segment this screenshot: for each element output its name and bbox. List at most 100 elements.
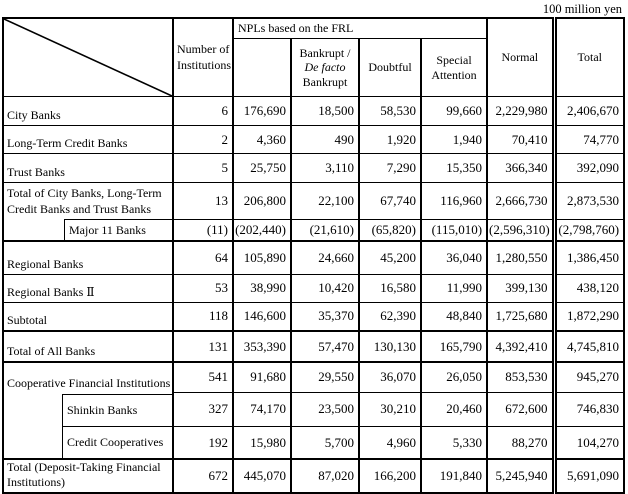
- value-cell: (115,010): [419, 219, 489, 243]
- value-cell: 104,270: [551, 426, 626, 461]
- value-cell: 2,406,670: [551, 96, 626, 126]
- value-cell: (65,820): [358, 219, 422, 243]
- header-npl-subtotal-empty: [232, 38, 292, 97]
- value-cell: 20,460: [419, 391, 489, 428]
- row-label: Credit Cooperatives: [67, 435, 164, 449]
- value-cell: 16,580: [358, 273, 422, 303]
- value-cell: 4,745,810: [551, 330, 626, 363]
- value-cell: 366,340: [486, 153, 556, 183]
- value-cell: 1,940: [419, 125, 489, 154]
- value-cell: 48,840: [419, 301, 489, 332]
- value-cell: 105,890: [232, 240, 292, 275]
- value-cell: 74,770: [551, 125, 626, 154]
- value-cell: 746,830: [551, 391, 626, 428]
- unit-label: 100 million yen: [542, 2, 622, 16]
- value-cell: 165,790: [419, 330, 489, 363]
- major-11-banks-box: Major 11 Banks: [64, 219, 171, 240]
- table-row-trust-banks: Trust Banks 5 25,750 3,110 7,290 15,350 366,3…: [2, 153, 626, 183]
- row-label: Trust Banks: [2, 153, 174, 183]
- value-cell: 1,872,290: [551, 301, 626, 332]
- value-cell: 131: [172, 330, 234, 363]
- header-bankrupt-line2: De facto: [304, 60, 346, 75]
- table-row-cooperative-financial-institutions: Cooperative Financial Institutions Shink…: [2, 361, 626, 460]
- value-cell: 5,691,090: [551, 458, 626, 494]
- header-bankrupt-line3: Bankrupt: [302, 74, 348, 89]
- value-cell: 36,040: [419, 240, 489, 275]
- value-cell: 191,840: [419, 458, 489, 494]
- header-total: Total: [551, 17, 626, 97]
- table-row-total-city-ltc-trust: Total of City Banks, Long-Term Credit Ba…: [2, 181, 626, 242]
- table-row-total-deposit-taking: Total (Deposit-Taking Financial Institut…: [2, 458, 626, 494]
- value-cell: 70,410: [486, 125, 556, 154]
- value-cell: 74,170: [232, 391, 292, 428]
- value-cell: 445,070: [232, 458, 292, 494]
- table-row-major-11-banks: (11) (202,440) (21,610) (65,820) (115,010) (2…: [3, 219, 626, 243]
- value-cell: 541: [172, 361, 234, 393]
- value-cell: 11,990: [419, 273, 489, 303]
- header-special-attention: Special Attention: [419, 38, 489, 97]
- header-number-of-institutions: Number of Institutions: [172, 17, 234, 97]
- value-cell: 64: [172, 240, 234, 275]
- value-cell: 57,470: [290, 330, 360, 363]
- value-cell: 5,245,940: [486, 458, 556, 494]
- cooperative-sub-box: Shinkin Banks Credit Cooperatives: [62, 394, 171, 457]
- value-cell: 45,200: [358, 240, 422, 275]
- table-row-shinkin-banks: 327 74,170 23,500 30,210 20,460 672,600 746,83…: [3, 391, 626, 428]
- value-cell: (11): [172, 219, 234, 243]
- value-cell: 2: [172, 125, 234, 154]
- header-bankrupt: Bankrupt / De facto Bankrupt: [290, 38, 360, 97]
- row-label: Regional Banks Ⅱ: [2, 273, 174, 303]
- value-cell: 36,070: [358, 361, 422, 393]
- table-row-credit-cooperatives: 192 15,980 5,700 4,960 5,330 88,270 104,270: [3, 426, 626, 461]
- value-cell: 30,210: [358, 391, 422, 428]
- table-row-subtotal: Subtotal 118 146,600 35,370 62,390 48,840 1,7…: [2, 301, 626, 332]
- value-cell: 2,666,730: [486, 181, 556, 221]
- value-cell: 672,600: [486, 391, 556, 428]
- value-cell: 146,600: [232, 301, 292, 332]
- table-row-regional-banks-2: Regional Banks Ⅱ 53 38,990 10,420 16,580 11,…: [2, 273, 626, 303]
- row-label: Regional Banks: [2, 240, 174, 275]
- value-cell: 10,420: [290, 273, 360, 303]
- value-cell: 13: [172, 181, 234, 221]
- value-cell: (21,610): [290, 219, 360, 243]
- value-cell: 490: [290, 125, 360, 154]
- value-cell: 67,740: [358, 181, 422, 221]
- value-cell: 2,873,530: [551, 181, 626, 221]
- value-cell: 2,229,980: [486, 96, 556, 126]
- row-label: Total of All Banks: [2, 330, 174, 363]
- value-cell: 116,960: [419, 181, 489, 221]
- value-cell: 166,200: [358, 458, 422, 494]
- value-cell: 18,500: [290, 96, 360, 126]
- table-row-total-all-banks: Total of All Banks 131 353,390 57,470 130,1…: [2, 330, 626, 363]
- value-cell: 438,120: [551, 273, 626, 303]
- row-label-group: Total of City Banks, Long-Term Credit Ba…: [2, 182, 174, 242]
- value-cell: 29,550: [290, 361, 360, 393]
- diagonal-line-icon: [4, 19, 172, 96]
- table-row-long-term-credit-banks: Long-Term Credit Banks 2 4,360 490 1,920 1,9…: [2, 125, 626, 154]
- value-cell: (2,798,760): [551, 219, 626, 243]
- value-cell: 4,360: [232, 125, 292, 154]
- npl-frl-table: Number of Institutions NPLs based on the…: [2, 17, 626, 494]
- value-cell: 327: [172, 391, 234, 428]
- value-cell: 5: [172, 153, 234, 183]
- value-cell: 91,680: [232, 361, 292, 393]
- value-cell: 5,700: [290, 426, 360, 461]
- value-cell: 87,020: [290, 458, 360, 494]
- row-label: Total of City Banks, Long-Term Credit Ba…: [7, 186, 162, 216]
- value-cell: 99,660: [419, 96, 489, 126]
- header-row-group: Number of Institutions NPLs based on the…: [2, 17, 626, 97]
- value-cell: 25,750: [232, 153, 292, 183]
- row-label: Major 11 Banks: [69, 222, 146, 237]
- value-cell: 15,980: [232, 426, 292, 461]
- value-cell: 26,050: [419, 361, 489, 393]
- value-cell: 15,350: [419, 153, 489, 183]
- header-doubtful: Doubtful: [358, 38, 422, 97]
- value-cell: 206,800: [232, 181, 292, 221]
- row-label-group: Cooperative Financial Institutions Shink…: [2, 361, 174, 460]
- row-label: Shinkin Banks: [63, 395, 171, 427]
- value-cell: 392,090: [551, 153, 626, 183]
- value-cell: 88,270: [486, 426, 556, 461]
- value-cell: 176,690: [232, 96, 292, 126]
- value-cell: 853,530: [486, 361, 556, 393]
